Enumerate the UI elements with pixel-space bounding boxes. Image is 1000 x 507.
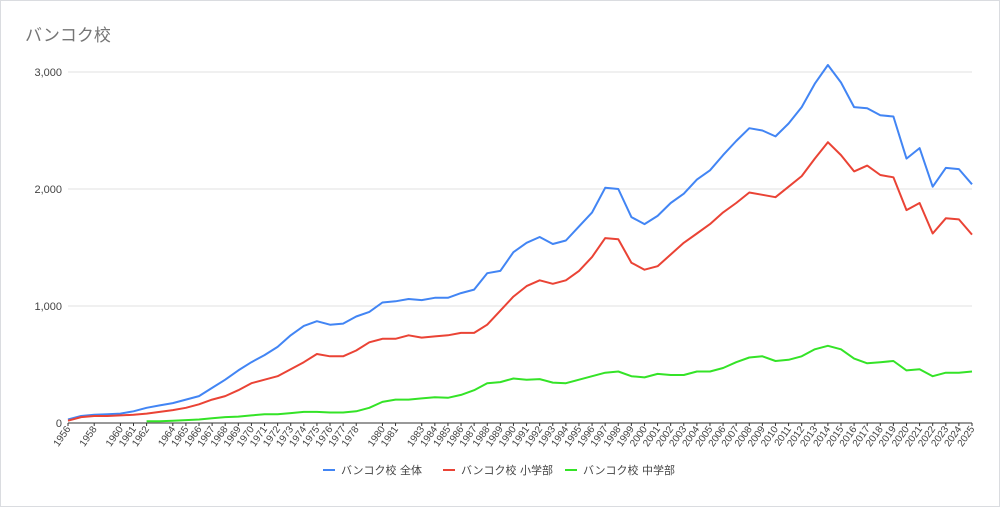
grid-lines <box>68 71 972 424</box>
series-lines <box>67 64 973 423</box>
legend-label: バンコク校 全体 <box>341 463 422 477</box>
y-tick-label: 2,000 <box>34 184 62 196</box>
series-line-1 <box>67 64 973 421</box>
legend-label: バンコク校 中学部 <box>583 463 675 477</box>
series-line-3 <box>146 344 973 423</box>
series-line-2 <box>67 141 973 422</box>
x-tick-label: 1958 <box>78 424 100 449</box>
chart-title: バンコク校 <box>25 26 111 46</box>
y-tick-label: 1,000 <box>34 301 62 313</box>
y-tick-label: 3,000 <box>34 67 62 79</box>
y-axis-ticks: 0 1,000 2,000 3,000 <box>34 67 62 430</box>
legend: バンコク校 全体 バンコク校 小学部 バンコク校 中学部 <box>323 463 675 477</box>
y-tick-label: 0 <box>56 418 62 430</box>
legend-label: バンコク校 小学部 <box>461 463 553 477</box>
